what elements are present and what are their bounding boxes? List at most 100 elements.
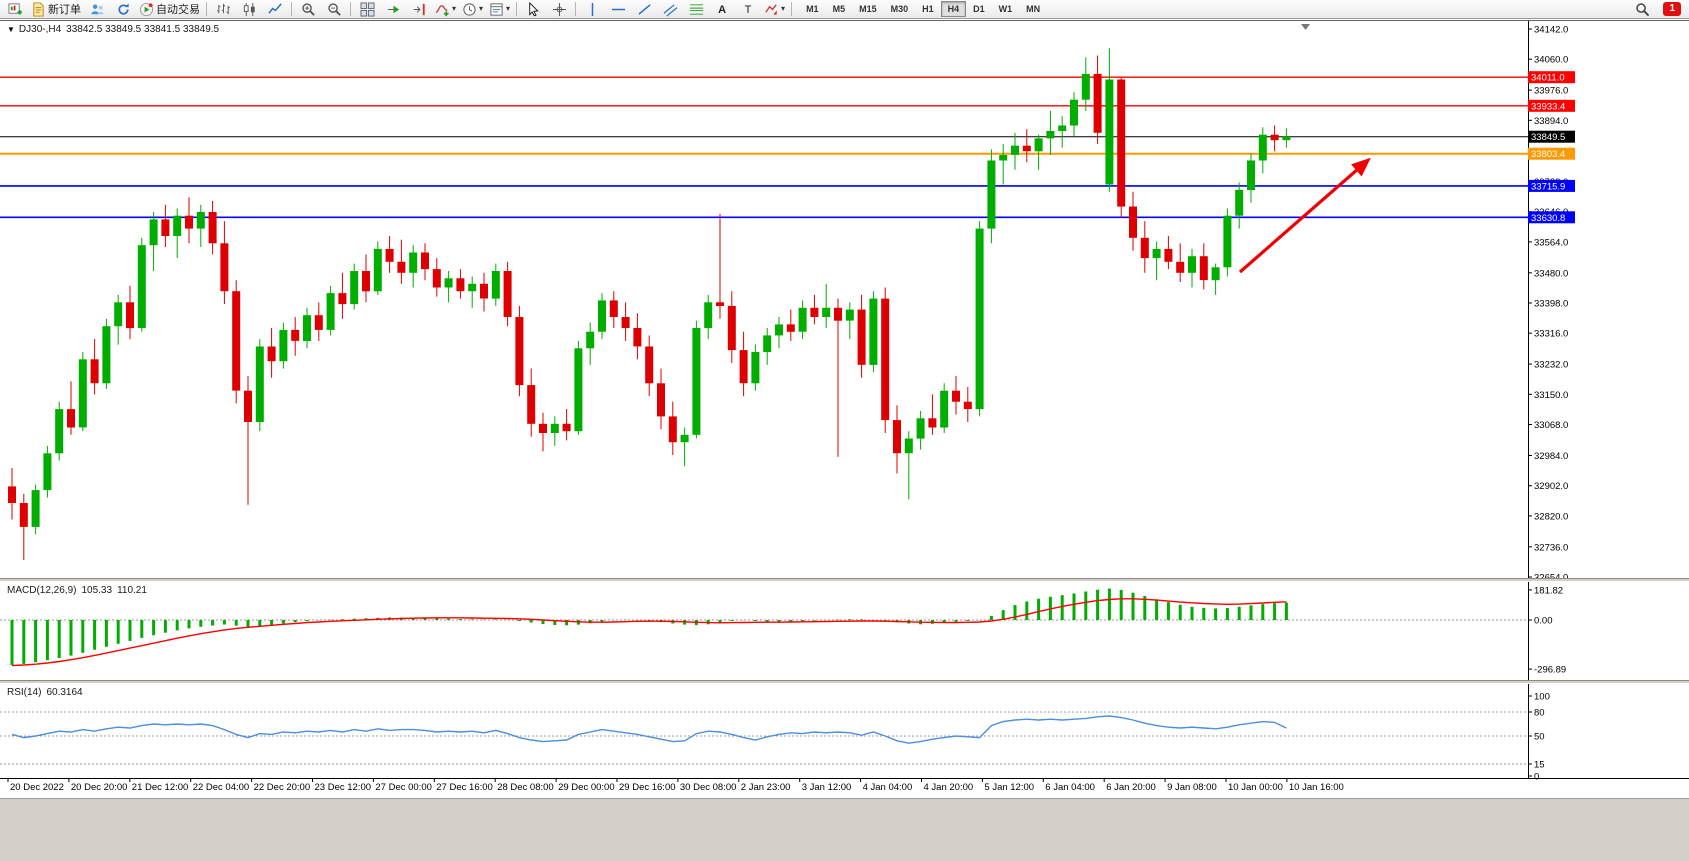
- timeframe-m15[interactable]: M15: [859, 4, 877, 14]
- candle: [1140, 237, 1149, 259]
- timeframe-w1[interactable]: W1: [998, 4, 1013, 14]
- price-axis-label: 33894.0: [1534, 116, 1568, 127]
- price-axis-label: 34060.0: [1534, 55, 1568, 66]
- chart-shift-button[interactable]: [406, 0, 432, 19]
- timeframe-m5[interactable]: M5: [832, 4, 846, 14]
- vertical-line-button[interactable]: [579, 0, 605, 19]
- timeframe-h4[interactable]: H4: [940, 1, 967, 17]
- refresh-button[interactable]: [110, 0, 136, 19]
- horizontal-line-icon: [611, 2, 626, 17]
- label-button[interactable]: T: [735, 0, 761, 19]
- time-axis-label: 6 Jan 04:00: [1045, 782, 1095, 793]
- candle: [822, 307, 831, 317]
- chart-background: [0, 19, 1689, 798]
- text-button[interactable]: A: [709, 0, 735, 19]
- cursor-button[interactable]: [520, 0, 546, 19]
- notification-badge[interactable]: 1: [1663, 2, 1681, 16]
- text-icon: A: [718, 4, 727, 16]
- profiles-button[interactable]: [84, 0, 110, 19]
- search-button[interactable]: [1629, 0, 1655, 19]
- fibonacci-button[interactable]: [683, 0, 709, 19]
- candle: [185, 215, 193, 229]
- price-axis-label: 32902.0: [1534, 481, 1568, 492]
- price-tag-label: 33715.9: [1531, 181, 1565, 192]
- candle: [31, 490, 40, 527]
- zoom-in-button[interactable]: [295, 0, 321, 19]
- timeframe-m30[interactable]: M30: [890, 4, 909, 14]
- candle: [586, 331, 595, 349]
- candle: [562, 423, 571, 432]
- candle: [161, 219, 170, 236]
- candle: [432, 269, 441, 288]
- price-axis-label: 33150.0: [1534, 390, 1568, 401]
- macd-signal-value: 110.21: [117, 585, 147, 596]
- chart-window[interactable]: 34142.034060.033976.033894.033810.033728…: [0, 19, 1689, 798]
- cursor-icon: [526, 1, 541, 17]
- indicators-button[interactable]: ▾: [432, 0, 459, 19]
- chart-canvas[interactable]: 34142.034060.033976.033894.033810.033728…: [0, 19, 1689, 798]
- candle: [727, 305, 736, 351]
- chart-symbol-period: DJ30-,H4: [18, 24, 62, 35]
- candles-chart-icon: [242, 2, 257, 17]
- macd-signal-line: [11, 598, 1287, 667]
- bars-chart-icon: [216, 2, 231, 17]
- new-chart-button[interactable]: [2, 0, 28, 19]
- candle: [1070, 99, 1078, 126]
- chart-collapse-icon[interactable]: ▼: [7, 25, 15, 34]
- templates-button[interactable]: ▾: [486, 0, 513, 19]
- candle: [338, 293, 347, 305]
- macd-name: MACD(12,26,9): [7, 585, 77, 596]
- macd-indicator-label: MACD(12,26,9) 105.33 110.21: [7, 585, 152, 596]
- price-tag-label: 33933.4: [1531, 101, 1565, 112]
- candle: [267, 346, 276, 362]
- auto-scroll-button[interactable]: [380, 0, 406, 19]
- profiles-icon: [90, 2, 105, 17]
- candle: [916, 418, 925, 439]
- candle: [291, 329, 300, 341]
- rsi-axis-label: 100: [1534, 692, 1550, 703]
- line-chart-button[interactable]: [262, 0, 288, 19]
- candle: [881, 298, 890, 421]
- panel-separator[interactable]: [0, 680, 1689, 684]
- price-axis-label: 32736.0: [1534, 542, 1568, 553]
- tile-windows-button[interactable]: [354, 0, 380, 19]
- candles-chart-button[interactable]: [236, 0, 262, 19]
- auto-trading-button[interactable]: 自动交易: [136, 0, 203, 19]
- candle: [692, 328, 701, 435]
- price-axis-label: 33976.0: [1534, 86, 1568, 97]
- time-axis-label: 22 Dec 20:00: [254, 782, 311, 793]
- panel-separator[interactable]: [0, 578, 1689, 582]
- candle: [114, 302, 123, 327]
- periods-button[interactable]: ▾: [459, 0, 486, 19]
- horizontal-level-lines: [0, 76, 1528, 219]
- horizontal-line-button[interactable]: [605, 0, 631, 19]
- workspace-background: [0, 798, 1689, 861]
- fibonacci-icon: [689, 2, 704, 17]
- candle: [952, 390, 960, 402]
- candle: [373, 248, 382, 292]
- candle: [834, 307, 842, 321]
- candle: [362, 271, 370, 292]
- trendline-button[interactable]: [631, 0, 657, 19]
- timeframe-m1[interactable]: M1: [806, 4, 819, 14]
- timeframe-h1[interactable]: H1: [922, 4, 934, 14]
- time-axis-label: 2 Jan 23:00: [741, 782, 791, 793]
- candle: [680, 434, 689, 443]
- trend-arrow-annotation[interactable]: [1238, 157, 1371, 274]
- channel-button[interactable]: [657, 0, 683, 19]
- zoom-out-button[interactable]: [321, 0, 347, 19]
- shapes-button[interactable]: ▾: [761, 0, 788, 19]
- candle: [763, 335, 772, 352]
- chart-shift-marker[interactable]: [1301, 24, 1310, 30]
- candle: [633, 328, 642, 347]
- candle: [220, 243, 229, 292]
- candle: [798, 307, 807, 332]
- bars-chart-button[interactable]: [210, 0, 236, 19]
- new-order-button[interactable]: 新订单: [28, 0, 84, 19]
- time-axis-label: 29 Dec 00:00: [558, 782, 615, 793]
- timeframe-mn[interactable]: MN: [1026, 4, 1041, 14]
- time-axis-label: 4 Jan 04:00: [863, 782, 913, 793]
- timeframe-d1[interactable]: D1: [973, 4, 985, 14]
- crosshair-button[interactable]: [546, 0, 572, 19]
- candle: [67, 409, 75, 428]
